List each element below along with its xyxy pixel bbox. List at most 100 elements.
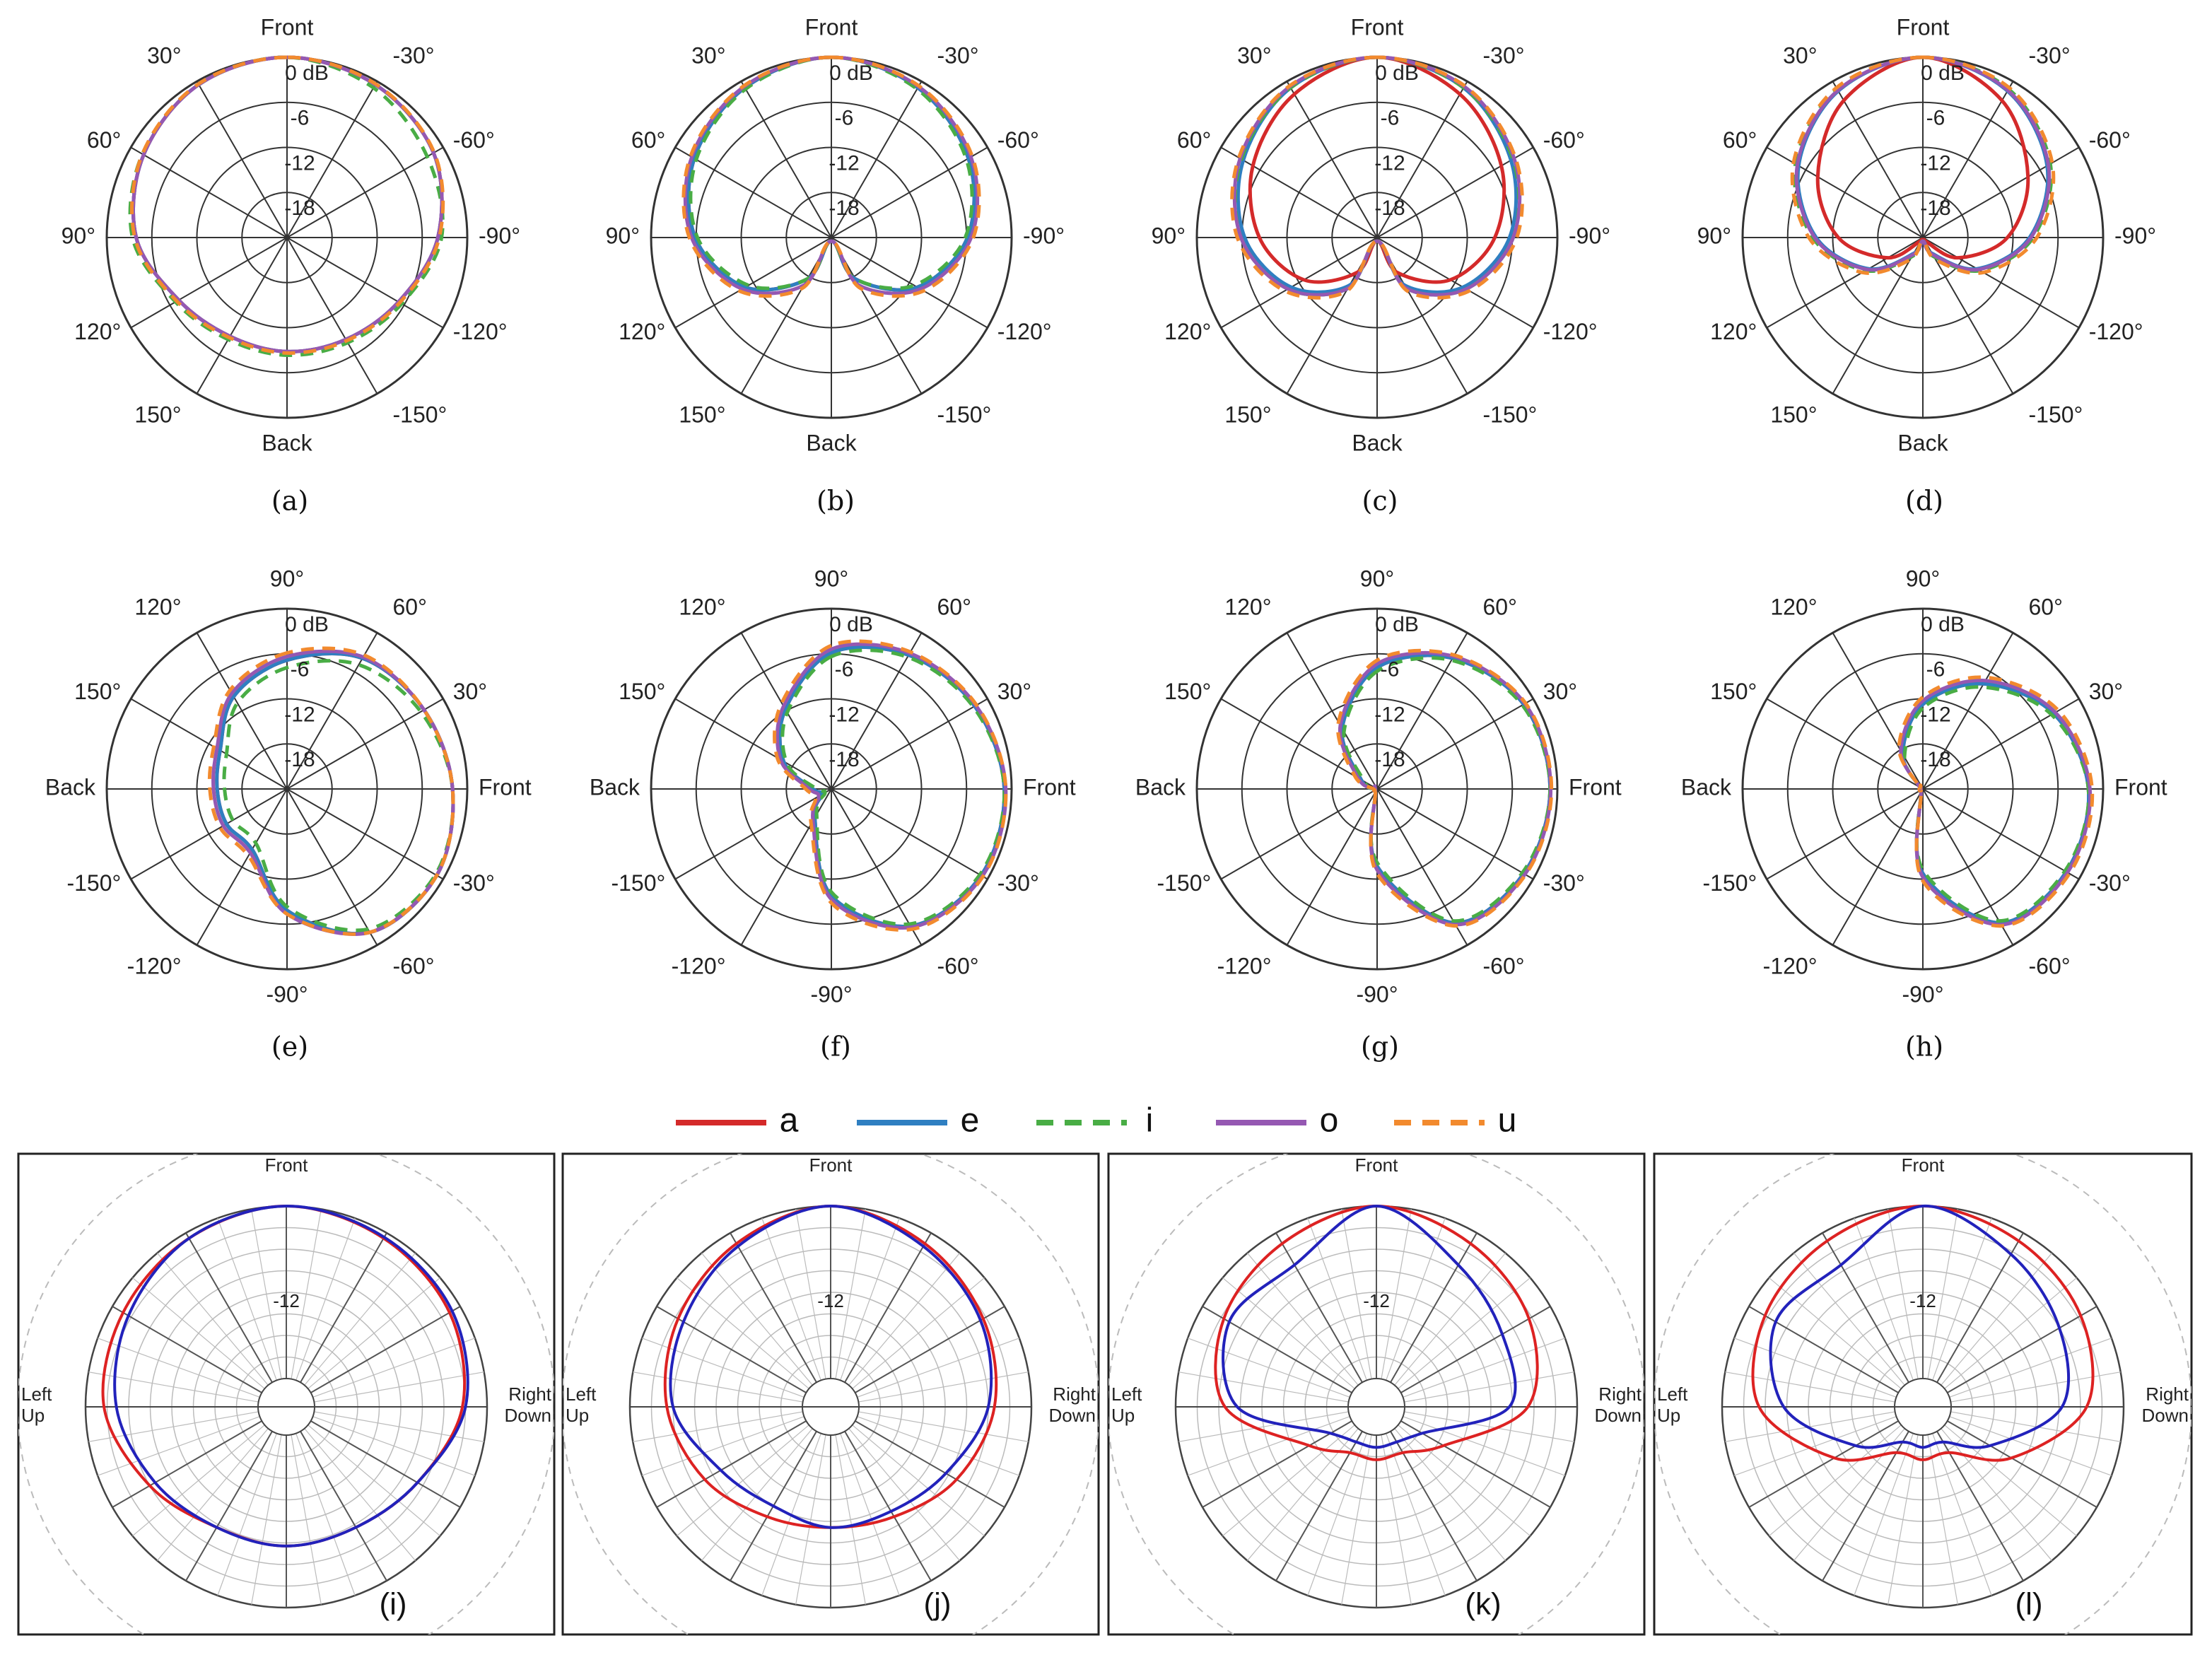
grid-spoke [286, 237, 378, 394]
ring-label: -6 [1926, 658, 1945, 682]
grid-spoke [295, 1217, 356, 1381]
angle-label: -120° [1543, 319, 1598, 344]
grid-spoke [88, 1411, 259, 1442]
grid-spoke [130, 237, 288, 329]
legend-label-a: a [780, 1102, 799, 1140]
ring-label: -18 [1374, 748, 1405, 771]
grid-spoke [677, 1277, 809, 1389]
angle-label: 150° [619, 679, 665, 704]
angle-label: -150° [1483, 402, 1538, 427]
grid-spoke [130, 698, 288, 790]
grid-spoke [1178, 1371, 1349, 1403]
grid-spoke [1275, 1431, 1363, 1581]
angle-label: -150° [66, 870, 121, 896]
angle-label: -120° [453, 319, 508, 344]
angle-label: 150° [1164, 679, 1211, 704]
angle-label: 150° [1770, 402, 1817, 427]
angle-label: Back [590, 774, 640, 800]
grid-spoke [295, 1433, 356, 1596]
grid-spoke [310, 1420, 461, 1508]
ring-label: -12 [284, 151, 315, 175]
grid-spoke [1246, 1253, 1359, 1386]
top-label: Front [265, 1154, 308, 1176]
angle-label: -30° [937, 43, 979, 69]
angle-label: -90° [1902, 981, 1943, 1007]
angle-label: 150° [1224, 402, 1271, 427]
angle-label: 30° [453, 679, 487, 704]
grid-spoke [1947, 1420, 2097, 1508]
subfigure-caption: (e) [271, 1031, 308, 1063]
series-line-i [689, 55, 974, 291]
angle-label: Front [1569, 774, 1622, 800]
polar-plot-g [1195, 607, 1559, 971]
grid-spoke [674, 146, 832, 238]
grid-spoke [1286, 632, 1378, 790]
grid-spoke [314, 1371, 484, 1403]
grid-spoke [1390, 1232, 1477, 1383]
grid-spoke [1922, 237, 2014, 394]
series-line-bottom_blue [1222, 1204, 1517, 1449]
series-line-o [211, 649, 455, 936]
grid-spoke [217, 1433, 277, 1596]
grid-spoke [196, 237, 288, 394]
angle-label: Back [1681, 774, 1732, 800]
angle-label: Front [1897, 14, 1950, 40]
angle-label: 120° [619, 319, 665, 344]
measured-plot-i [17, 1152, 556, 1636]
down-label: Down [1049, 1405, 1096, 1426]
angle-label: -120° [127, 953, 182, 978]
angle-label: -120° [1763, 953, 1818, 978]
subfigure-caption: (h) [1905, 1031, 1943, 1063]
series-line-u [1897, 675, 2095, 928]
angle-label: 120° [1164, 319, 1211, 344]
grid-spoke [855, 1420, 1005, 1508]
series-line-u [773, 639, 1008, 932]
grid-spoke [1286, 788, 1378, 946]
angle-label: Front [805, 14, 858, 40]
grid-spoke [1404, 1411, 1574, 1442]
grid-spoke [852, 1277, 985, 1389]
grid-spoke [1944, 1277, 2077, 1389]
series-line-u [1230, 55, 1524, 300]
angle-label: -150° [937, 402, 992, 427]
grid-spoke [831, 81, 923, 238]
grid-spoke [1922, 146, 2080, 238]
grid-spoke [674, 237, 832, 329]
ring-label: -18 [1920, 197, 1950, 220]
angle-label: Back [806, 430, 857, 455]
angle-label: -90° [1569, 223, 1610, 248]
grid-spoke [196, 788, 288, 946]
series-line-u [681, 55, 981, 298]
grid-spoke [1376, 698, 1534, 790]
grid-spoke [130, 146, 288, 238]
legend-label-i: i [1146, 1102, 1154, 1140]
grid-spoke [1178, 1411, 1349, 1442]
series-line-i [780, 648, 1007, 927]
grid-spoke [674, 788, 832, 880]
angle-label: -30° [997, 870, 1039, 896]
grid-spoke [1220, 698, 1378, 790]
angle-label: 150° [679, 402, 725, 427]
grid-spoke [156, 1253, 269, 1386]
ring-label: -12 [284, 703, 315, 726]
series-line-i [222, 659, 455, 932]
series-line-u [129, 55, 445, 355]
right-label: Right [1598, 1384, 1642, 1405]
grid-spoke [1766, 146, 1924, 238]
grid-spoke [1949, 1416, 2112, 1476]
grid-spoke [1220, 788, 1378, 880]
subfigure-caption: (i) [379, 1587, 406, 1622]
subfigure-caption: (l) [2015, 1587, 2042, 1622]
ring-label: 0 dB [829, 62, 873, 85]
grid-spoke [831, 788, 988, 880]
grid-spoke [286, 146, 444, 238]
angle-label: 30° [997, 679, 1031, 704]
polar-plot-d [1741, 55, 2105, 419]
grid-spoke [291, 1209, 322, 1379]
angle-label: Front [479, 774, 532, 800]
angle-label: 60° [1177, 127, 1211, 153]
angle-label: -150° [1702, 870, 1757, 896]
grid-spoke [730, 1232, 817, 1383]
grid-spoke [308, 1425, 440, 1537]
grid-spoke [858, 1411, 1029, 1442]
